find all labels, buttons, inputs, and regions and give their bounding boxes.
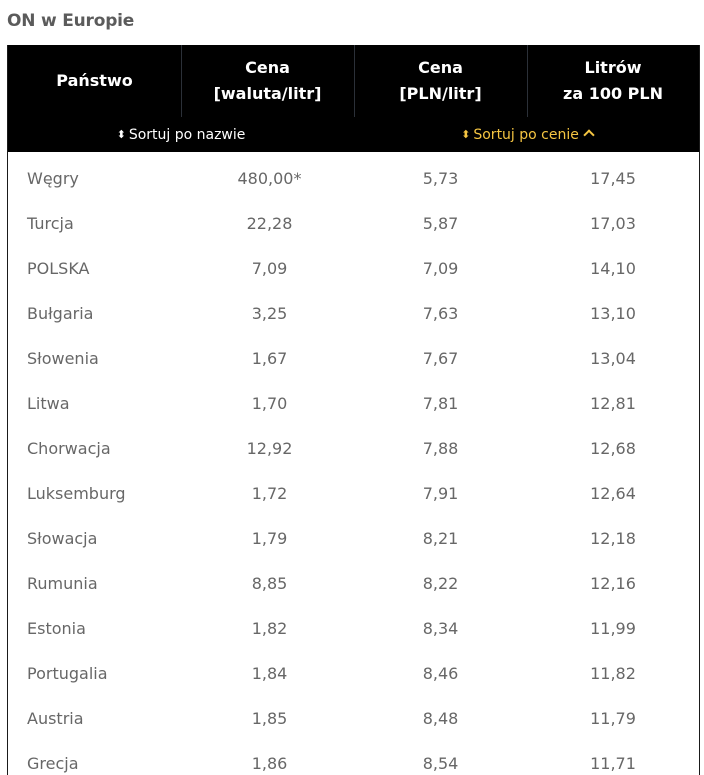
country-cell: Portugalia [27,664,108,683]
table-header: Państwo Cena [waluta/litr] Cena [PLN/lit… [8,45,699,152]
liters-cell: 17,03 [590,214,636,233]
sort-icon: ⬍ [116,127,126,141]
country-cell: Turcja [27,214,74,233]
header-row: Państwo Cena [waluta/litr] Cena [PLN/lit… [8,45,699,117]
country-cell: Rumunia [27,574,98,593]
column-header-price-pln: Cena [PLN/litr] [354,45,527,117]
price-currency-cell: 1,79 [251,529,288,548]
table-row: Słowenia 1,67 7,67 13,04 [8,336,699,381]
price-currency-cell: 12,92 [246,439,293,458]
country-cell: POLSKA [27,259,90,278]
table-row: Litwa 1,70 7,81 12,81 [8,381,699,426]
sort-by-name-label: Sortuj po nazwie [128,126,246,143]
price-pln-cell: 8,54 [422,754,459,773]
price-currency-cell: 8,85 [251,574,288,593]
price-pln-cell: 7,63 [422,304,459,323]
country-cell: Grecja [27,754,79,773]
table-row: Bułgaria 3,25 7,63 13,10 [8,291,699,336]
country-cell: Luksemburg [27,484,126,503]
price-pln-cell: 7,09 [422,259,459,278]
price-pln-cell: 7,91 [422,484,459,503]
table-row: Luksemburg 1,72 7,91 12,64 [8,471,699,516]
table-row: Grecja 1,86 8,54 11,71 [8,741,699,775]
liters-cell: 12,81 [590,394,636,413]
price-pln-cell: 5,87 [422,214,459,233]
price-currency-cell: 1,67 [251,349,288,368]
country-cell: Słowacja [27,529,98,548]
country-cell: Estonia [27,619,86,638]
table-row: Słowacja 1,79 8,21 12,18 [8,516,699,561]
country-cell: Chorwacja [27,439,111,458]
liters-cell: 13,10 [590,304,636,323]
country-cell: Słowenia [27,349,99,368]
sort-by-price-label: Sortuj po cenie [473,126,579,143]
sort-icon: ⬍ [461,127,471,141]
price-pln-cell: 5,73 [422,169,459,188]
table-row: Rumunia 8,85 8,22 12,16 [8,561,699,606]
price-pln-cell: 7,88 [422,439,459,458]
price-pln-cell: 7,81 [422,394,459,413]
price-currency-cell: 1,72 [251,484,288,503]
liters-cell: 11,99 [590,619,636,638]
liters-cell: 12,68 [590,439,636,458]
fuel-price-table: Państwo Cena [waluta/litr] Cena [PLN/lit… [7,45,700,775]
price-currency-cell: 480,00* [237,169,302,188]
table-row: Estonia 1,82 8,34 11,99 [8,606,699,651]
price-currency-cell: 1,84 [251,664,288,683]
table-row: POLSKA 7,09 7,09 14,10 [8,246,699,291]
price-pln-cell: 8,46 [422,664,459,683]
price-pln-cell: 7,67 [422,349,459,368]
page-title: ON w Europie [7,11,135,31]
country-cell: Węgry [27,169,79,188]
country-cell: Austria [27,709,84,728]
price-pln-cell: 8,21 [422,529,459,548]
price-currency-cell: 1,85 [251,709,288,728]
price-currency-cell: 1,82 [251,619,288,638]
sort-by-price-button[interactable]: ⬍ Sortuj po cenie [354,126,699,143]
sort-row: ⬍ Sortuj po nazwie ⬍ Sortuj po cenie [8,117,699,152]
price-currency-cell: 1,86 [251,754,288,773]
liters-cell: 11,79 [590,709,636,728]
price-currency-cell: 1,70 [251,394,288,413]
liters-cell: 12,18 [590,529,636,548]
chevron-up-icon [583,128,595,141]
liters-cell: 14,10 [590,259,636,278]
price-currency-cell: 3,25 [251,304,288,323]
column-header-country: Państwo [56,71,133,90]
price-currency-cell: 7,09 [251,259,288,278]
price-pln-cell: 8,34 [422,619,459,638]
price-pln-cell: 8,22 [422,574,459,593]
liters-cell: 12,16 [590,574,636,593]
country-cell: Litwa [27,394,70,413]
column-header-liters-per-100pln: Litrów za 100 PLN [527,45,699,117]
table-row: Turcja 22,28 5,87 17,03 [8,201,699,246]
column-header-price-currency: Cena [waluta/litr] [181,45,354,117]
country-cell: Bułgaria [27,304,94,323]
table-body: Węgry 480,00* 5,73 17,45 Turcja 22,28 5,87 17,0… [8,156,699,775]
liters-cell: 17,45 [590,169,636,188]
table-row: Chorwacja 12,92 7,88 12,68 [8,426,699,471]
table-row: Austria 1,85 8,48 11,79 [8,696,699,741]
sort-by-name-button[interactable]: ⬍ Sortuj po nazwie [8,127,354,143]
liters-cell: 12,64 [590,484,636,503]
liters-cell: 11,71 [590,754,636,773]
price-pln-cell: 8,48 [422,709,459,728]
table-row: Portugalia 1,84 8,46 11,82 [8,651,699,696]
table-row: Węgry 480,00* 5,73 17,45 [8,156,699,201]
liters-cell: 11,82 [590,664,636,683]
price-currency-cell: 22,28 [246,214,293,233]
liters-cell: 13,04 [590,349,636,368]
